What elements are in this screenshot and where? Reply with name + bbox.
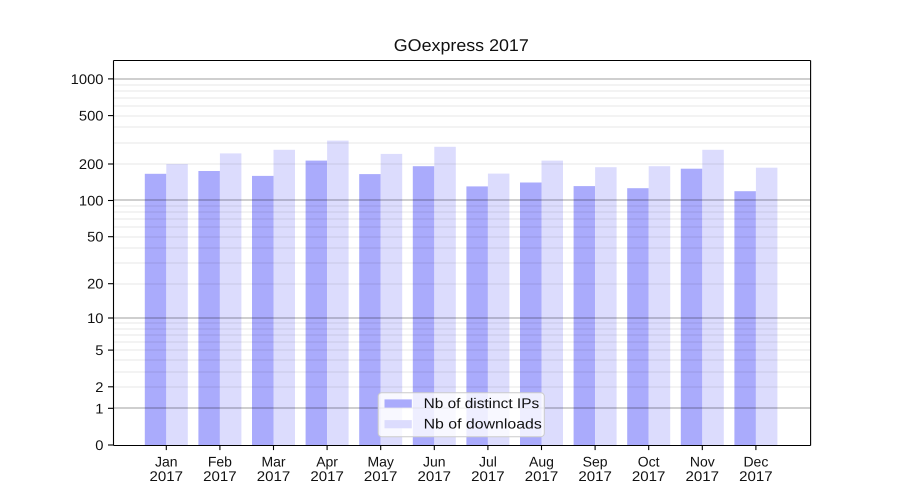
svg-text:1: 1: [95, 400, 103, 416]
svg-text:2017: 2017: [525, 468, 559, 484]
svg-text:2017: 2017: [310, 468, 344, 484]
svg-text:Jan: Jan: [155, 454, 178, 470]
svg-text:GOexpress 2017: GOexpress 2017: [394, 36, 529, 55]
svg-text:2017: 2017: [686, 468, 720, 484]
svg-text:Nov: Nov: [690, 454, 715, 470]
svg-text:Oct: Oct: [638, 454, 660, 470]
svg-text:5: 5: [95, 342, 103, 358]
svg-text:50: 50: [87, 229, 104, 245]
svg-text:Feb: Feb: [208, 454, 232, 470]
svg-text:2: 2: [95, 379, 103, 395]
svg-text:Nb of downloads: Nb of downloads: [424, 416, 542, 432]
svg-text:Aug: Aug: [529, 454, 554, 470]
svg-text:2017: 2017: [203, 468, 237, 484]
svg-text:2017: 2017: [418, 468, 452, 484]
svg-text:Mar: Mar: [261, 454, 285, 470]
svg-text:Apr: Apr: [316, 454, 338, 470]
svg-text:100: 100: [79, 193, 104, 209]
svg-text:Jul: Jul: [479, 454, 497, 470]
svg-text:Nb of distinct IPs: Nb of distinct IPs: [424, 395, 540, 411]
svg-text:Sep: Sep: [583, 454, 608, 470]
svg-text:Jun: Jun: [423, 454, 446, 470]
svg-text:2017: 2017: [739, 468, 773, 484]
svg-text:2017: 2017: [364, 468, 398, 484]
svg-text:200: 200: [79, 156, 104, 172]
svg-text:1000: 1000: [71, 71, 104, 87]
svg-text:2017: 2017: [257, 468, 291, 484]
svg-text:20: 20: [87, 276, 104, 292]
svg-text:0: 0: [95, 437, 103, 453]
svg-text:2017: 2017: [150, 468, 184, 484]
svg-text:2017: 2017: [578, 468, 612, 484]
svg-text:Dec: Dec: [743, 454, 768, 470]
svg-text:10: 10: [87, 310, 104, 326]
svg-text:2017: 2017: [471, 468, 505, 484]
svg-text:500: 500: [79, 108, 104, 124]
svg-text:2017: 2017: [632, 468, 666, 484]
svg-text:May: May: [367, 454, 393, 470]
